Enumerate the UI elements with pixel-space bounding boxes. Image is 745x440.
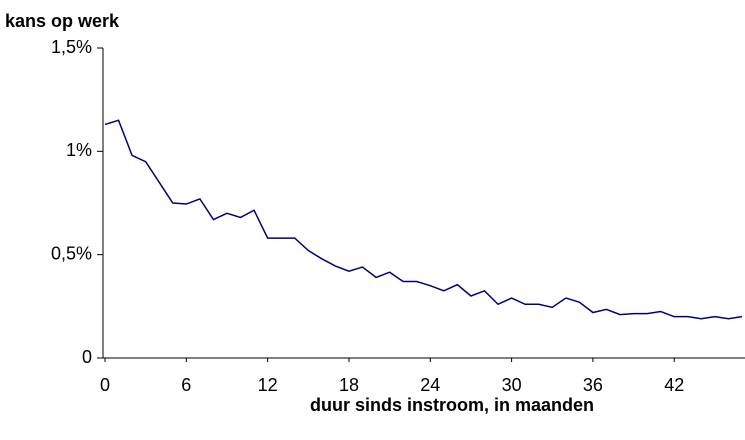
x-tick-label: 18	[339, 375, 359, 395]
y-tick-label: 0	[82, 347, 92, 367]
x-tick-label: 12	[258, 375, 278, 395]
chart-title: kans op werk	[5, 11, 120, 31]
y-tick-label: 1%	[66, 140, 92, 160]
x-tick-label: 42	[664, 375, 684, 395]
x-tick-label: 30	[502, 375, 522, 395]
x-tick-label: 36	[583, 375, 603, 395]
x-tick-label: 24	[420, 375, 440, 395]
y-tick-label: 0,5%	[51, 243, 92, 263]
x-tick-label: 6	[181, 375, 191, 395]
x-axis-label: duur sinds instroom, in maanden	[310, 395, 594, 415]
y-tick-label: 1,5%	[51, 37, 92, 57]
x-tick-label: 0	[100, 375, 110, 395]
line-series	[104, 119, 743, 320]
